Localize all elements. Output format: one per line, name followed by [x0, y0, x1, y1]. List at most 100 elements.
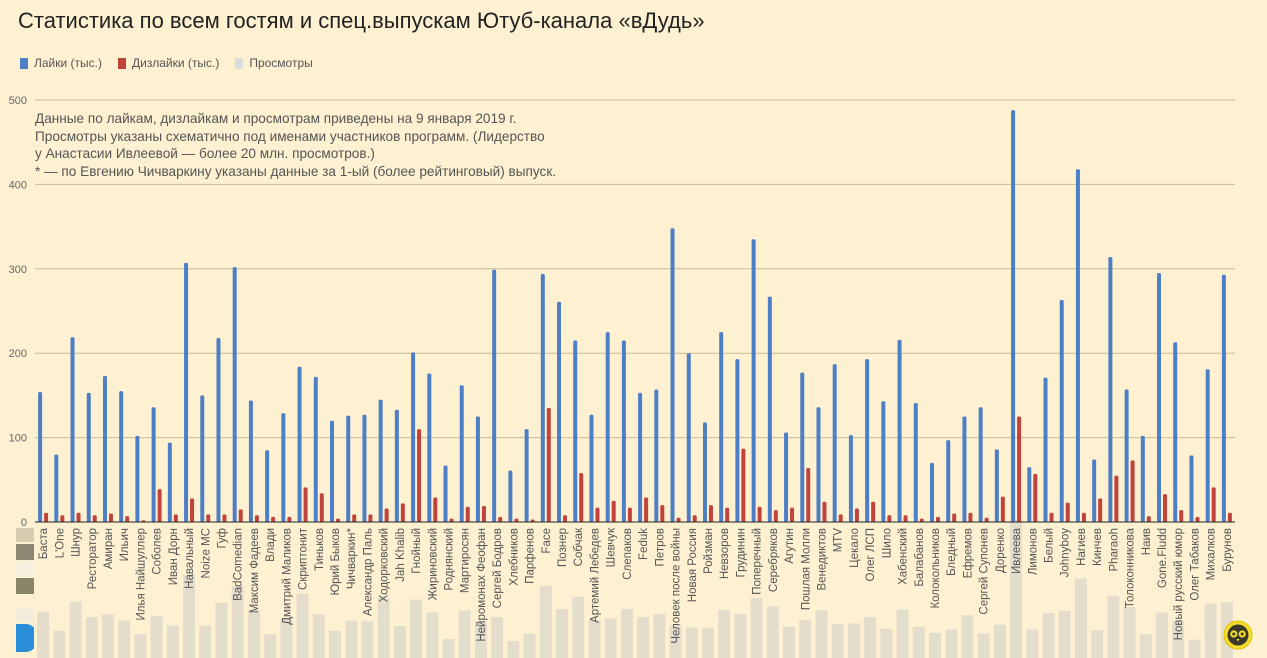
x-tick-label: Наив: [1141, 528, 1153, 555]
bar-views: [1010, 520, 1023, 658]
x-tick-label: Балабанов: [914, 528, 926, 587]
bar-views: [166, 625, 179, 658]
x-tick-label: Нейромонах Феофан: [476, 528, 488, 642]
x-tick-label: Лимонов: [1027, 528, 1039, 575]
x-tick-label: Noize MC: [200, 528, 212, 578]
bar-likes: [735, 359, 740, 522]
bar-dislikes: [1000, 496, 1005, 522]
bar-views: [1074, 578, 1087, 658]
bar-likes: [1027, 467, 1032, 522]
bar-likes: [443, 465, 448, 522]
bar-dislikes: [692, 515, 697, 522]
bar-likes: [427, 373, 432, 522]
x-tick-label: Михалков: [1206, 528, 1218, 580]
bar-likes: [216, 338, 221, 522]
bar-views: [1026, 629, 1039, 658]
x-tick-label: Новый русский юмор: [1173, 528, 1185, 640]
bar-views: [653, 613, 666, 658]
x-tick-label: MTV: [833, 528, 845, 553]
bar-dislikes: [1065, 502, 1070, 522]
bar-dislikes: [400, 503, 405, 522]
bar-views: [912, 626, 925, 658]
bar-likes: [816, 407, 821, 522]
bar-dislikes: [822, 501, 827, 522]
y-tick-label: 200: [9, 348, 27, 360]
chart-annotation: Данные по лайкам, дизлайкам и просмотрам…: [35, 110, 556, 180]
bar-dislikes: [1211, 487, 1216, 522]
decorative-strip-icon: [16, 528, 34, 652]
x-tick-label: Pharaoh: [1108, 528, 1120, 571]
bar-dislikes: [563, 515, 568, 522]
bar-likes: [1205, 369, 1210, 522]
bar-dislikes: [919, 518, 924, 522]
bar-dislikes: [644, 497, 649, 522]
bar-dislikes: [1098, 498, 1103, 522]
x-tick-label: Парфенов: [525, 528, 537, 584]
x-tick-label: L'One: [54, 528, 66, 558]
legend: Лайки (тыс.) Дизлайки (тыс.) Просмотры: [20, 56, 313, 70]
x-tick-label: Мартиросян: [460, 528, 472, 593]
x-tick-label: Жириновский: [427, 528, 439, 600]
annotation-line: Данные по лайкам, дизлайкам и просмотрам…: [35, 111, 517, 126]
y-tick-label: 300: [9, 264, 27, 276]
x-tick-label: Gone.Fludd: [1157, 528, 1169, 588]
bar-dislikes: [790, 507, 795, 522]
x-tick-label: Jah Khalib: [395, 528, 407, 582]
legend-item-likes[interactable]: Лайки (тыс.): [20, 56, 102, 70]
x-tick-label: Сергей Супонев: [979, 528, 991, 615]
bar-dislikes: [595, 507, 600, 522]
x-tick-label: Артемий Лебедев: [589, 528, 601, 623]
bar-dislikes: [368, 514, 373, 522]
x-tick-label: Поперечный: [752, 528, 764, 595]
y-tick-label: 0: [21, 517, 27, 529]
bar-likes: [1011, 110, 1016, 523]
bar-likes: [994, 449, 999, 522]
bar-views: [637, 617, 650, 658]
bar-dislikes: [1130, 460, 1135, 522]
bar-likes: [1140, 435, 1145, 522]
bar-dislikes: [108, 513, 113, 522]
bar-likes: [459, 385, 464, 522]
bar-likes: [1108, 256, 1113, 522]
bar-views: [1188, 639, 1201, 658]
bar-views: [150, 615, 163, 658]
vdud-owl-logo-icon[interactable]: [1223, 620, 1253, 650]
legend-label-likes: Лайки (тыс.): [34, 56, 102, 70]
x-tick-label: Johnyboy: [1060, 528, 1072, 577]
legend-item-views[interactable]: Просмотры: [235, 56, 313, 70]
bar-dislikes: [708, 505, 713, 522]
bar-views: [410, 599, 423, 658]
x-tick-label: Агутин: [784, 528, 796, 564]
x-tick-label: Серебряков: [768, 528, 780, 592]
bar-likes: [751, 239, 756, 522]
bar-dislikes: [627, 507, 632, 522]
x-tick-label: Feduk: [638, 528, 650, 560]
bar-likes: [865, 359, 870, 522]
bar-likes: [70, 337, 75, 522]
x-tick-label: Амиран: [103, 528, 115, 569]
bar-dislikes: [157, 489, 162, 522]
bar-likes: [1173, 342, 1178, 522]
bar-views: [1156, 612, 1169, 658]
bar-views: [1172, 620, 1185, 658]
bar-views: [199, 625, 212, 658]
bar-dislikes: [741, 448, 746, 522]
bar-views: [442, 638, 455, 658]
x-tick-label: Александр Паль: [362, 528, 374, 616]
bar-likes: [200, 395, 205, 522]
bar-views: [329, 630, 341, 658]
bar-views: [588, 619, 601, 658]
bar-dislikes: [303, 487, 308, 522]
legend-item-dislikes[interactable]: Дизлайки (тыс.): [118, 56, 219, 70]
bar-likes: [1043, 377, 1048, 522]
legend-swatch-dislikes: [118, 57, 126, 69]
bar-likes: [930, 462, 934, 522]
bar-dislikes: [530, 519, 535, 522]
bar-likes: [38, 392, 43, 522]
x-tick-label: Чичваркин*: [346, 527, 358, 589]
x-tick-label: Сергей Бодров: [492, 528, 504, 608]
bar-likes: [232, 267, 237, 522]
bar-likes: [362, 414, 367, 522]
x-tick-label: Шнур: [71, 528, 83, 557]
x-tick-label: Кинчев: [1092, 528, 1104, 566]
